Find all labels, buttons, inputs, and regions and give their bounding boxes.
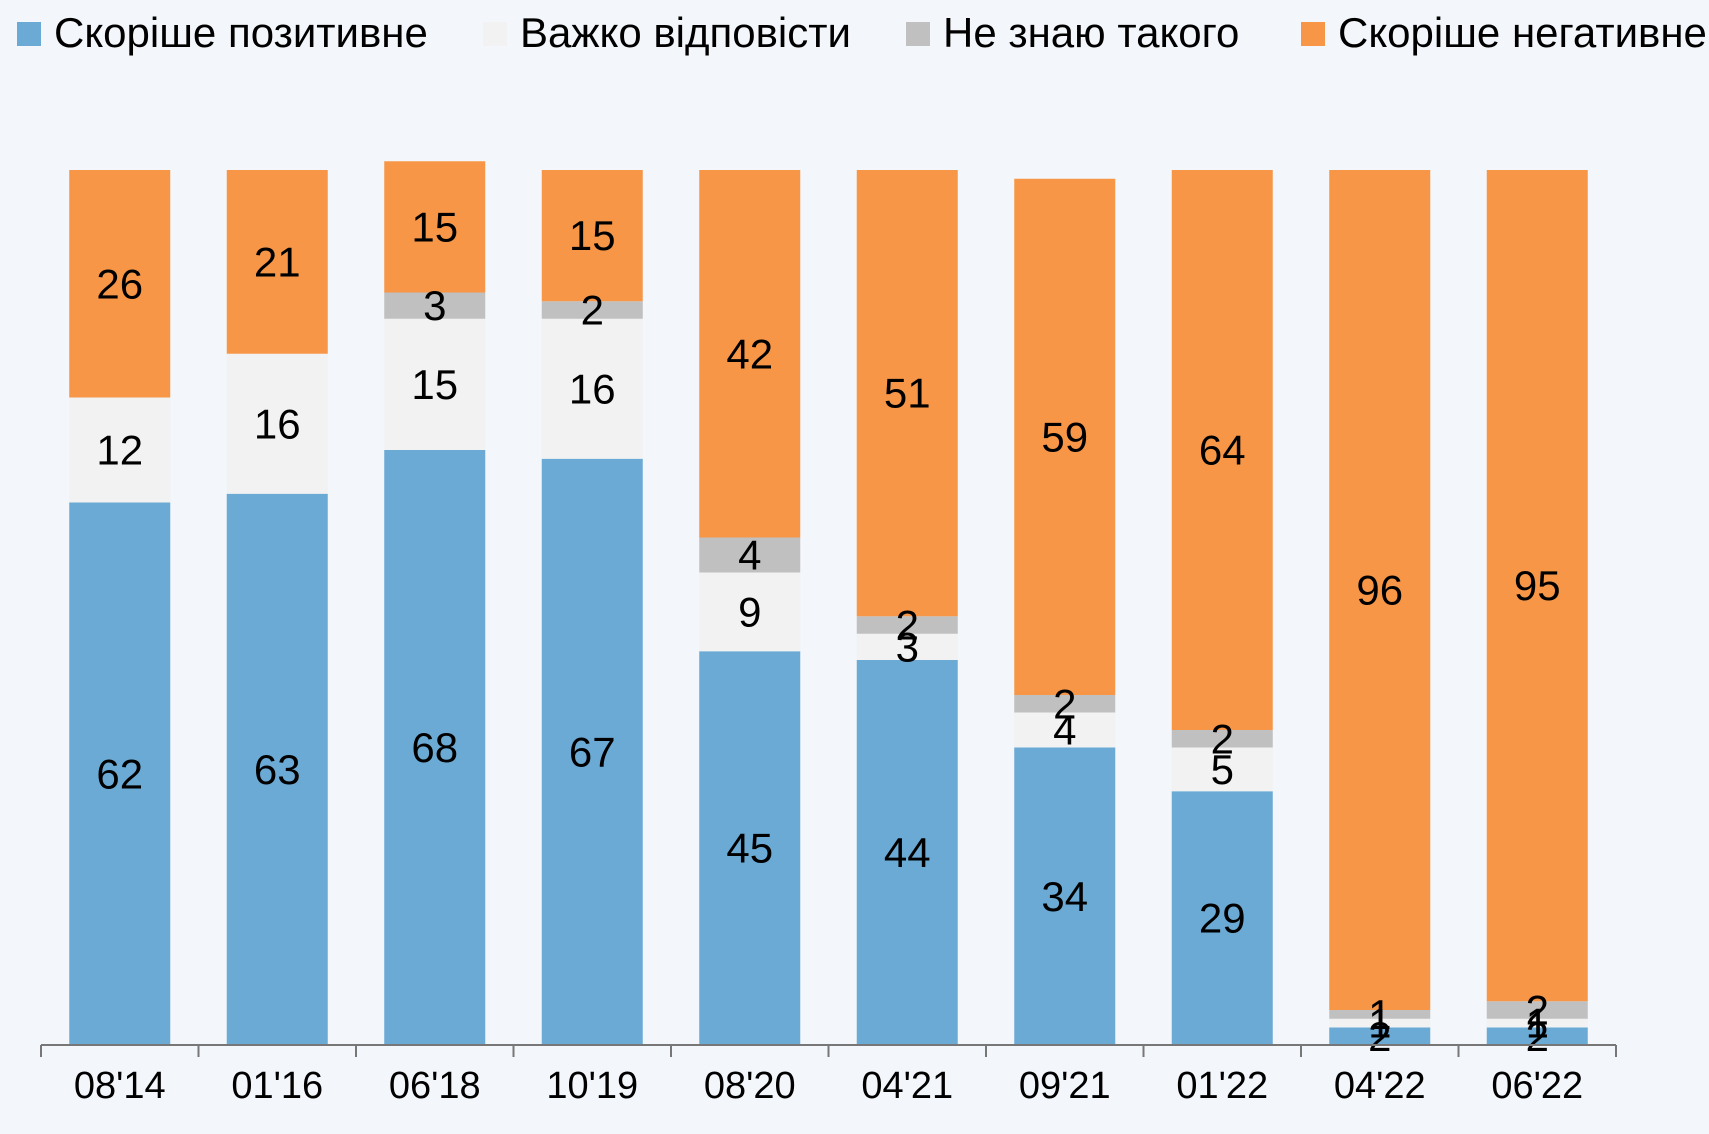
data-label: 96 <box>1356 567 1403 614</box>
bar-segment <box>1171 791 1273 1045</box>
bar-segment <box>541 170 643 302</box>
bar-segment <box>1171 747 1273 792</box>
bar-segment <box>1486 170 1588 1002</box>
bar-segment <box>541 301 643 319</box>
bar-segment <box>1486 1018 1588 1028</box>
legend-swatch <box>906 22 930 46</box>
bar-segment <box>541 458 643 1045</box>
x-tick-label: 04'21 <box>861 1065 953 1107</box>
x-tick-label: 10'19 <box>546 1065 638 1107</box>
legend-label: Не знаю такого <box>943 9 1239 56</box>
data-label: 1 <box>1368 991 1391 1038</box>
data-label: 15 <box>411 361 458 408</box>
bar-segment <box>226 353 328 494</box>
data-label: 42 <box>726 330 773 377</box>
bar-segment <box>226 493 328 1045</box>
bar-segment <box>384 318 486 450</box>
data-label: 4 <box>738 532 761 579</box>
bar-segment <box>856 616 958 634</box>
bar-segment <box>1014 747 1116 1045</box>
x-tick-label: 04'22 <box>1334 1065 1426 1107</box>
bar-segment <box>1014 695 1116 713</box>
x-tick-label: 08'20 <box>704 1065 796 1107</box>
legend-swatch <box>1301 22 1325 46</box>
bar-segment <box>541 318 643 459</box>
bar-segment <box>1014 178 1116 695</box>
data-label: 2 <box>1053 680 1076 727</box>
bar-segment <box>699 651 801 1045</box>
data-label: 34 <box>1041 873 1088 920</box>
data-label: 15 <box>569 212 616 259</box>
bar-segment <box>699 572 801 652</box>
bars <box>69 161 1588 1045</box>
bar-segment <box>1486 1027 1588 1045</box>
data-label: 15 <box>411 203 458 250</box>
legend: Скоріше позитивне Важко відповісти Не знаю… <box>17 9 1707 56</box>
bar-segment <box>1329 1018 1431 1028</box>
data-label: 2 <box>1526 987 1549 1034</box>
bar-segment <box>699 170 801 538</box>
bar-segment <box>1329 1010 1431 1019</box>
data-label: 2 <box>1368 1013 1391 1060</box>
bar-segment <box>699 537 801 573</box>
bar-segment <box>856 633 958 660</box>
data-label: 2 <box>1211 715 1234 762</box>
x-axis: 08'14 01'16 06'18 10'19 08'20 04'21 09'21 01'22… <box>40 1044 1617 1107</box>
data-label: 29 <box>1199 895 1246 942</box>
bar-segment <box>69 502 171 1045</box>
x-tick-label: 09'21 <box>1019 1065 1111 1107</box>
x-tick-label: 06'18 <box>389 1065 481 1107</box>
data-labels: 6212266316216815315671621545944244325134… <box>96 203 1560 1059</box>
data-label: 51 <box>884 370 931 417</box>
data-label: 1 <box>1526 1000 1549 1047</box>
legend-label: Скоріше позитивне <box>54 9 428 56</box>
data-label: 2 <box>1526 1013 1549 1060</box>
bar-segment <box>69 397 171 503</box>
legend-label: Важко відповісти <box>520 9 851 56</box>
bar-segment <box>1329 170 1431 1010</box>
data-label: 63 <box>254 746 301 793</box>
data-label: 16 <box>254 400 301 447</box>
legend-swatch <box>483 22 507 46</box>
bar-segment <box>226 170 328 354</box>
data-label: 64 <box>1199 427 1246 474</box>
data-label: 21 <box>254 238 301 285</box>
data-label: 12 <box>96 427 143 474</box>
bar-segment <box>1014 712 1116 748</box>
bar-segment <box>384 161 486 293</box>
bar-segment <box>1486 1001 1588 1019</box>
data-label: 3 <box>423 282 446 329</box>
data-label: 95 <box>1514 562 1561 609</box>
data-label: 62 <box>96 750 143 797</box>
bar-segment <box>1171 170 1273 730</box>
data-label: 59 <box>1041 413 1088 460</box>
x-tick-label: 01'16 <box>231 1065 323 1107</box>
data-label: 4 <box>1053 707 1076 754</box>
data-label: 26 <box>96 260 143 307</box>
data-label: 2 <box>896 602 919 649</box>
data-label: 16 <box>569 365 616 412</box>
data-label: 9 <box>738 588 761 635</box>
data-label: 67 <box>569 728 616 775</box>
data-label: 45 <box>726 825 773 872</box>
legend-swatch <box>17 22 41 46</box>
x-tick-label: 08'14 <box>74 1065 166 1107</box>
data-label: 2 <box>581 287 604 334</box>
bar-segment <box>384 292 486 319</box>
bar-segment <box>856 660 958 1045</box>
data-label: 5 <box>1211 746 1234 793</box>
bar-segment <box>1171 730 1273 748</box>
data-label: 1 <box>1368 1000 1391 1047</box>
x-tick-label: 06'22 <box>1491 1065 1583 1107</box>
data-label: 3 <box>896 623 919 670</box>
data-label: 44 <box>884 829 931 876</box>
bar-segment <box>69 170 171 398</box>
bar-segment <box>384 450 486 1045</box>
data-label: 68 <box>411 724 458 771</box>
bar-segment <box>1329 1027 1431 1045</box>
x-tick-label: 01'22 <box>1176 1065 1268 1107</box>
legend-label: Скоріше негативне <box>1338 9 1707 56</box>
bar-segment <box>856 170 958 617</box>
